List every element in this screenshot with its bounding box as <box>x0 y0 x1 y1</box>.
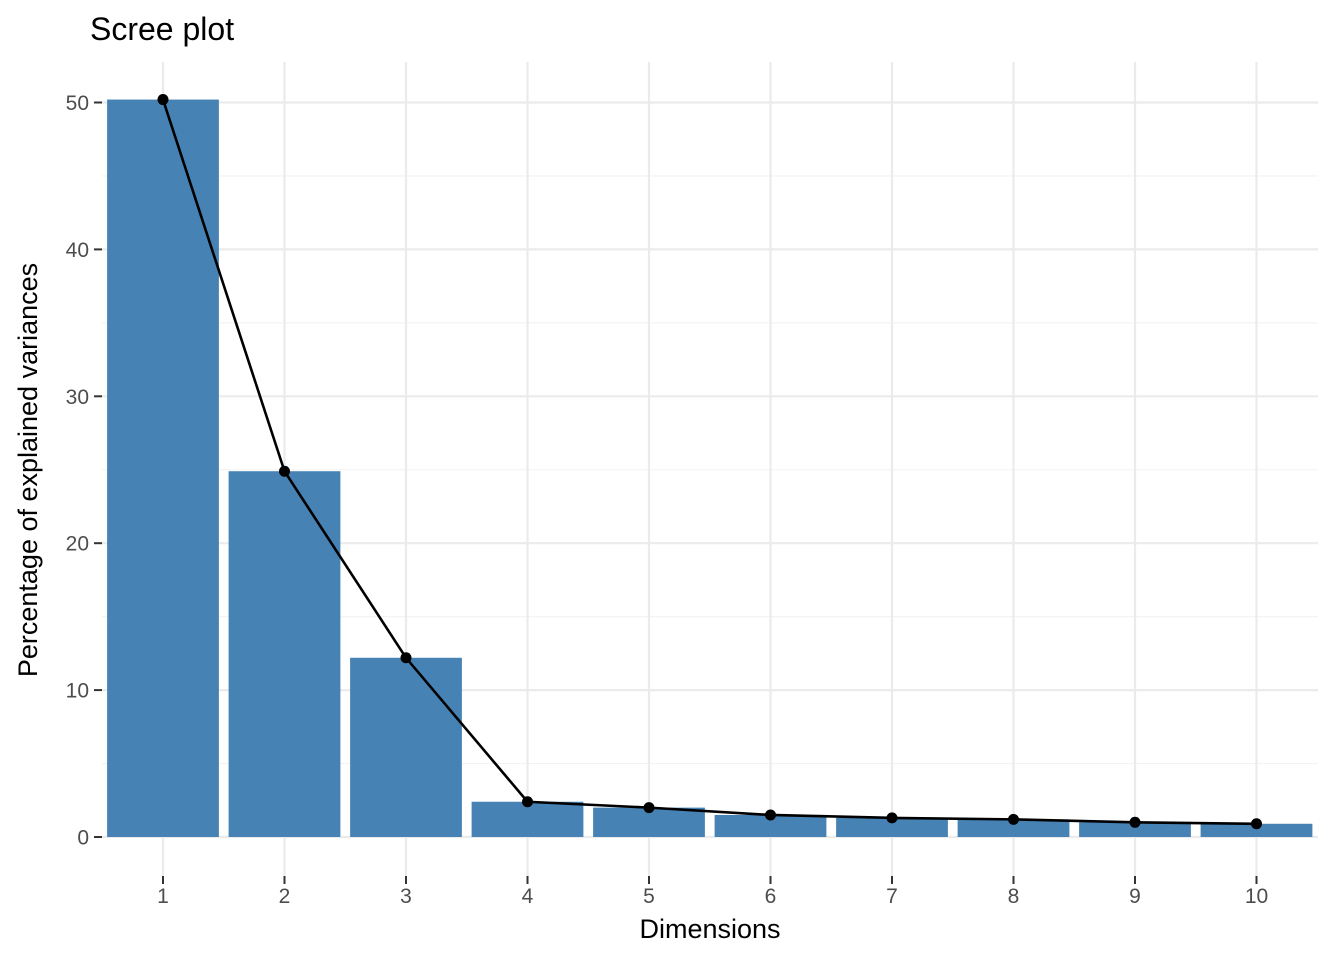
data-point <box>765 809 776 821</box>
x-tick-label: 6 <box>765 885 777 908</box>
bar <box>1200 823 1313 837</box>
x-axis: 1 2 3 4 5 6 7 8 9 10 <box>157 876 1268 908</box>
x-axis-title: Dimensions <box>639 914 780 944</box>
x-tick-label: 8 <box>1008 885 1020 908</box>
bars <box>107 99 1313 837</box>
bar <box>350 657 462 837</box>
y-tick-label: 50 <box>66 92 89 115</box>
series-line <box>161 99 1257 826</box>
data-point <box>157 94 169 106</box>
x-tick-label: 9 <box>1129 885 1141 908</box>
bar <box>471 801 584 837</box>
x-tick-label: 10 <box>1245 885 1268 908</box>
chart-title: Scree plot <box>90 11 234 47</box>
y-axis: 0 10 20 30 40 50 <box>66 92 102 850</box>
y-tick-label: 20 <box>66 533 89 556</box>
data-point <box>1251 818 1262 830</box>
data-point <box>886 812 898 824</box>
bar <box>1079 822 1191 837</box>
x-tick-label: 7 <box>886 885 898 908</box>
x-tick-label: 1 <box>157 885 169 908</box>
x-tick-label: 5 <box>643 885 655 908</box>
data-point <box>1008 813 1019 825</box>
y-axis-title: Percentage of explained variances <box>13 263 43 677</box>
x-tick-label: 4 <box>522 885 534 908</box>
y-tick-label: 30 <box>66 386 89 409</box>
bar <box>228 471 341 837</box>
y-tick-label: 10 <box>66 680 89 703</box>
bar <box>107 99 219 837</box>
data-point <box>643 802 655 814</box>
data-points <box>157 94 1262 830</box>
data-point <box>522 796 533 808</box>
data-point <box>1129 816 1141 828</box>
data-point <box>279 465 290 477</box>
x-tick-label: 2 <box>279 885 291 908</box>
bar <box>836 817 948 837</box>
data-point <box>400 652 412 664</box>
bar <box>957 819 1070 837</box>
x-tick-label: 3 <box>400 885 412 908</box>
bar <box>714 814 827 837</box>
y-tick-label: 40 <box>66 239 89 262</box>
y-tick-label: 0 <box>77 827 89 850</box>
line-series <box>161 99 1257 826</box>
